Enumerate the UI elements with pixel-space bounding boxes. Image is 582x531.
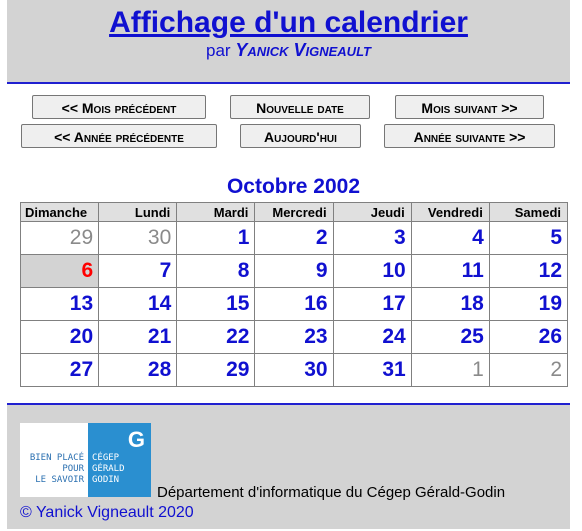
- day-cell-today: 6: [19, 254, 100, 288]
- day-cell: 1: [176, 221, 256, 255]
- prev-year-button[interactable]: << Année précédente: [21, 124, 217, 148]
- day-cell: 29: [176, 353, 256, 387]
- cegep-logo[interactable]: BIEN PLACÉ POUR LE SAVOIR CÉGEP GÉRALD G…: [20, 423, 151, 497]
- week-row: 29 30 1 2 3 4 5: [19, 221, 569, 255]
- byline: par Yanick Vigneault: [7, 40, 570, 61]
- week-row: 27 28 29 30 31 1 2: [19, 353, 569, 387]
- weekday-header-row: Dimanche Lundi Mardi Mercredi Jeudi Vend…: [19, 202, 569, 222]
- logo-g-mark: G: [127, 427, 145, 452]
- day-cell: 5: [488, 221, 569, 255]
- day-cell: 26: [488, 320, 569, 354]
- day-cell: 9: [254, 254, 334, 288]
- day-cell: 10: [332, 254, 412, 288]
- logo-right-panel: [88, 423, 151, 497]
- page-footer: BIEN PLACÉ POUR LE SAVOIR CÉGEP GÉRALD G…: [7, 403, 570, 529]
- day-cell: 21: [98, 320, 178, 354]
- day-cell-other-month: 1: [410, 353, 490, 387]
- prev-month-button[interactable]: << Mois précédent: [32, 95, 206, 119]
- day-cell: 31: [332, 353, 412, 387]
- byline-prefix: par: [206, 41, 231, 60]
- weekday-monday: Lundi: [98, 202, 178, 222]
- day-cell: 8: [176, 254, 256, 288]
- week-row: 6 7 8 9 10 11 12: [19, 254, 569, 288]
- day-cell: 22: [176, 320, 256, 354]
- weekday-thursday: Jeudi: [332, 202, 412, 222]
- copyright-text: © Yanick Vigneault 2020: [20, 504, 194, 521]
- page-title[interactable]: Affichage d'un calendrier: [109, 6, 468, 39]
- day-cell: 11: [410, 254, 490, 288]
- logo-left-panel: [20, 423, 88, 497]
- new-date-button[interactable]: Nouvelle date: [230, 95, 370, 119]
- day-cell: 27: [19, 353, 100, 387]
- day-cell: 3: [332, 221, 412, 255]
- day-cell: 17: [332, 287, 412, 321]
- day-cell: 23: [254, 320, 334, 354]
- day-cell-other-month: 2: [488, 353, 569, 387]
- day-cell-other-month: 30: [98, 221, 178, 255]
- day-cell: 30: [254, 353, 334, 387]
- logo-slogan: BIEN PLACÉ POUR LE SAVOIR: [29, 453, 84, 485]
- today-button[interactable]: Aujourd'hui: [240, 124, 361, 148]
- day-cell: 13: [19, 287, 100, 321]
- day-cell: 19: [488, 287, 569, 321]
- day-cell: 20: [19, 320, 100, 354]
- day-cell: 18: [410, 287, 490, 321]
- day-cell: 12: [488, 254, 569, 288]
- day-cell-other-month: 29: [19, 221, 100, 255]
- page-header: Affichage d'un calendrier par Yanick Vig…: [7, 0, 570, 84]
- weekday-wednesday: Mercredi: [254, 202, 334, 222]
- calendar-grid: Dimanche Lundi Mardi Mercredi Jeudi Vend…: [19, 202, 569, 387]
- weekday-saturday: Samedi: [488, 202, 569, 222]
- day-cell: 28: [98, 353, 178, 387]
- day-cell: 25: [410, 320, 490, 354]
- day-cell: 24: [332, 320, 412, 354]
- day-cell: 2: [254, 221, 334, 255]
- weekday-sunday: Dimanche: [19, 202, 100, 222]
- day-cell: 4: [410, 221, 490, 255]
- day-cell: 15: [176, 287, 256, 321]
- day-cell: 14: [98, 287, 178, 321]
- author-name: Yanick Vigneault: [235, 40, 371, 60]
- week-row: 13 14 15 16 17 18 19: [19, 287, 569, 321]
- next-year-button[interactable]: Année suivante >>: [384, 124, 555, 148]
- month-title: Octobre 2002: [226, 175, 361, 198]
- day-cell: 16: [254, 287, 334, 321]
- next-month-button[interactable]: Mois suivant >>: [395, 95, 544, 119]
- logo-name: CÉGEP GÉRALD GODIN: [92, 453, 125, 485]
- day-cell: 7: [98, 254, 178, 288]
- weekday-friday: Vendredi: [410, 202, 490, 222]
- department-text: Département d'informatique du Cégep Géra…: [157, 484, 506, 501]
- week-row: 20 21 22 23 24 25 26: [19, 320, 569, 354]
- weekday-tuesday: Mardi: [176, 202, 256, 222]
